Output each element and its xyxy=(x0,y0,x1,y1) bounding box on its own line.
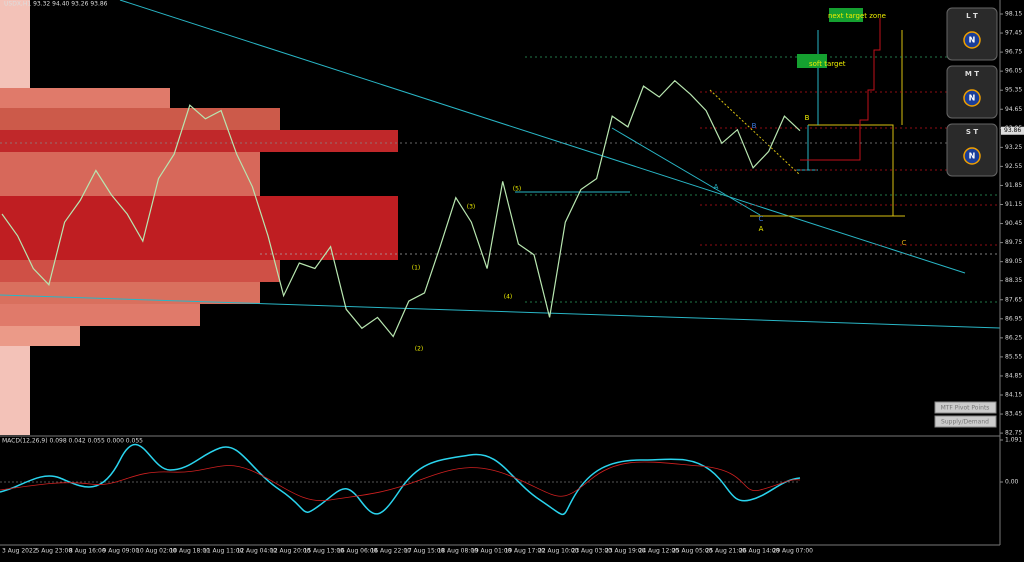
toggle-button[interactable] xyxy=(934,415,997,428)
correction-label: A xyxy=(714,183,719,191)
price-tick-label: 97.45 xyxy=(1005,30,1022,37)
price-tick-label: 89.05 xyxy=(1005,258,1022,265)
wave-label: (1) xyxy=(412,265,421,272)
time-label: 5 Aug 23:00 xyxy=(36,548,73,555)
price-tick-label: 90.45 xyxy=(1005,220,1022,227)
price-tick-label: 84.85 xyxy=(1005,372,1022,379)
time-label: 10 Aug 02:00 xyxy=(136,548,177,555)
button-icon xyxy=(963,31,981,49)
time-label: 24 Aug 12:00 xyxy=(639,548,680,555)
icon-label: N xyxy=(969,94,976,103)
button-icon xyxy=(963,89,981,107)
wave-label: (3) xyxy=(467,204,476,211)
price-tick-label: 87.65 xyxy=(1005,296,1022,303)
price-tick-label: 84.15 xyxy=(1005,392,1022,399)
price-tick-label: 86.95 xyxy=(1005,315,1022,322)
price-tick-label: 96.05 xyxy=(1005,68,1022,75)
correction-label: B xyxy=(752,122,757,130)
time-label: 3 Aug 2022 xyxy=(2,548,37,555)
time-label: 12 Aug 20:00 xyxy=(270,548,311,555)
time-label: 10 Aug 18:00 xyxy=(170,548,211,555)
current-price-label: 93.86 xyxy=(1004,127,1021,134)
icon-label: N xyxy=(969,152,976,161)
signal-line xyxy=(0,461,801,502)
button-label: M T xyxy=(965,70,979,78)
price-tick-label: 91.15 xyxy=(1005,201,1022,208)
time-label: 26 Aug 14:00 xyxy=(739,548,780,555)
toggle-button[interactable] xyxy=(934,401,997,414)
time-label: 16 Aug 22:00 xyxy=(371,548,412,555)
price-tick-label: 91.85 xyxy=(1005,182,1022,189)
price-tick-label: 88.35 xyxy=(1005,277,1022,284)
time-label: 23 Aug 03:00 xyxy=(572,548,613,555)
annotation: soft target xyxy=(809,60,846,68)
time-label: 19 Aug 01:00 xyxy=(471,548,512,555)
time-label: 9 Aug 09:00 xyxy=(103,548,140,555)
correction-label: B xyxy=(805,114,810,122)
button-label: L T xyxy=(966,12,978,20)
price-tick-label: 83.45 xyxy=(1005,411,1022,418)
time-label: 18 Aug 08:00 xyxy=(438,548,479,555)
price-tick-label: 89.75 xyxy=(1005,239,1022,246)
time-label: 25 Aug 21:00 xyxy=(706,548,747,555)
symbol-info: USDX,H1 93.32 94.40 93.26 93.86 xyxy=(4,1,108,8)
price-line xyxy=(1,79,801,338)
target-zone-box xyxy=(829,8,863,22)
macd-label: MACD(12,26,9) 0.098 0.042 0.055 0.000 0.… xyxy=(2,438,143,445)
time-label: 22 Aug 10:00 xyxy=(538,548,579,555)
correction-label: C xyxy=(759,215,764,223)
time-label: 12 Aug 04:00 xyxy=(237,548,278,555)
price-tick-label: 94.65 xyxy=(1005,106,1022,113)
macd-tick-label: 1.091 xyxy=(1005,437,1022,444)
trend-lines xyxy=(0,0,1001,329)
price-tick-label: 96.75 xyxy=(1005,49,1022,56)
price-tick-label: 95.35 xyxy=(1005,87,1022,94)
time-label: 19 Aug 17:00 xyxy=(505,548,546,555)
button-label: S T xyxy=(966,128,978,136)
toggle-label: Supply/Demand xyxy=(941,419,989,426)
price-tick-label: 93.25 xyxy=(1005,144,1022,151)
time-label: 8 Aug 16:00 xyxy=(69,548,106,555)
time-label: 23 Aug 19:00 xyxy=(605,548,646,555)
correction-label: C xyxy=(902,239,907,247)
time-label: 25 Aug 05:00 xyxy=(672,548,713,555)
wave-label: (5) xyxy=(513,186,522,193)
correction-label: A xyxy=(759,225,764,233)
time-label: 15 Aug 13:00 xyxy=(304,548,345,555)
wave-label: (2) xyxy=(415,346,424,353)
time-label: 16 Aug 06:00 xyxy=(337,548,378,555)
price-tick-label: 85.55 xyxy=(1005,353,1022,360)
time-label: 29 Aug 07:00 xyxy=(773,548,814,555)
icon-label: N xyxy=(969,36,976,45)
macd-tick-label: 0.00 xyxy=(1005,479,1019,486)
soft-target-box xyxy=(797,54,827,68)
current-price-box xyxy=(1001,126,1024,135)
price-tick-label: 98.15 xyxy=(1005,11,1022,18)
price-tick-label: 92.55 xyxy=(1005,163,1022,170)
price-tick-label: 86.25 xyxy=(1005,334,1022,341)
time-label: 11 Aug 11:00 xyxy=(203,548,244,555)
volume-profile xyxy=(0,0,398,435)
time-label: 17 Aug 15:00 xyxy=(404,548,445,555)
wave-label: (4) xyxy=(504,294,513,301)
button-icon xyxy=(963,147,981,165)
toggle-label: MTF Pivot Points xyxy=(941,405,990,412)
price-tick-label: 82.75 xyxy=(1005,430,1022,437)
macd-line xyxy=(0,443,801,516)
annotation: next target zone xyxy=(828,12,886,20)
